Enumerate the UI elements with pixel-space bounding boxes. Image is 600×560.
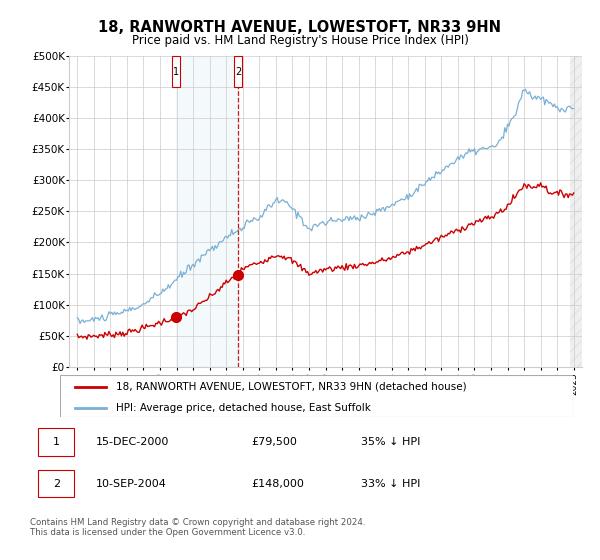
Bar [569,56,582,367]
Text: 33% ↓ HPI: 33% ↓ HPI [361,479,421,488]
Bar [234,56,242,87]
Text: 15-DEC-2000: 15-DEC-2000 [96,437,170,447]
Text: 18, RANWORTH AVENUE, LOWESTOFT, NR33 9HN (detached house): 18, RANWORTH AVENUE, LOWESTOFT, NR33 9HN… [116,382,467,392]
Bar [38,428,74,456]
Bar [38,470,74,497]
Text: 18, RANWORTH AVENUE, LOWESTOFT, NR33 9HN: 18, RANWORTH AVENUE, LOWESTOFT, NR33 9HN [98,20,502,35]
Text: 1: 1 [53,437,60,447]
Text: 35% ↓ HPI: 35% ↓ HPI [361,437,421,447]
Bar [172,56,180,87]
Text: 2: 2 [235,67,241,77]
Text: HPI: Average price, detached house, East Suffolk: HPI: Average price, detached house, East… [116,403,371,413]
Text: Price paid vs. HM Land Registry's House Price Index (HPI): Price paid vs. HM Land Registry's House … [131,34,469,46]
Text: £148,000: £148,000 [251,479,304,488]
Text: Contains HM Land Registry data © Crown copyright and database right 2024.
This d: Contains HM Land Registry data © Crown c… [30,518,365,538]
Text: 1: 1 [173,67,179,77]
Text: 2: 2 [53,479,60,488]
Bar [176,56,238,367]
Text: £79,500: £79,500 [251,437,296,447]
Text: 10-SEP-2004: 10-SEP-2004 [96,479,167,488]
